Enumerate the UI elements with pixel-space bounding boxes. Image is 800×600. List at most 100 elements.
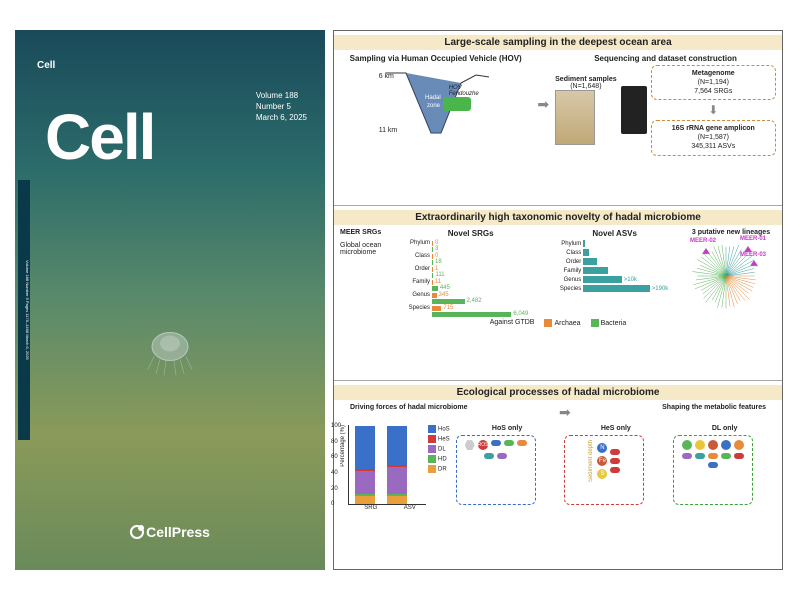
cover-jellyfish — [140, 322, 200, 387]
microbe-icon — [504, 440, 514, 446]
cover-date: March 6, 2025 — [256, 112, 307, 123]
meer02-label: MEER-02 — [690, 238, 716, 244]
ytick: 20 — [331, 486, 338, 492]
ytick: 60 — [331, 454, 338, 460]
hes-title: HeS only — [564, 425, 667, 432]
ytick: 80 — [331, 439, 338, 445]
cover-spine: Volume 188 Number 5 Pages 1175–1468 Marc… — [18, 180, 30, 440]
svg-text:zone: zone — [427, 103, 441, 109]
segment-HoS — [387, 426, 407, 465]
microbe-icon — [734, 453, 744, 459]
hov-vehicle — [443, 97, 471, 111]
svg-text:Hadal: Hadal — [425, 95, 441, 101]
segment-DR — [355, 496, 375, 504]
microbe-icon — [610, 458, 620, 464]
microbe-icon — [682, 453, 692, 459]
legend-left: MEER SRGs Global ocean microbiome — [340, 229, 392, 256]
stacked-bar-chart: 020406080100 — [348, 425, 426, 505]
journal-cover: Volume 188 Number 5 Pages 1175–1468 Marc… — [15, 30, 325, 570]
novel-asvs-title: Novel ASVs — [549, 229, 680, 238]
meta-n: (N=1,194) — [698, 79, 729, 86]
dl-dot — [708, 440, 718, 450]
asv-rank-row: Phylum — [549, 240, 680, 247]
microbe-icon — [610, 467, 620, 473]
meer03-label: MEER-03 — [740, 252, 766, 258]
amplicon-box: 16S rRNA gene amplicon (N=1,587) 345,311… — [651, 120, 776, 155]
hes-box: Sediment depth NFeS — [564, 435, 644, 505]
asv-rank-row: Family — [549, 267, 680, 274]
srg-rank-row: Genus345 2,482 — [398, 292, 543, 304]
ros-icon: ROS — [478, 440, 488, 450]
sequencer-icon — [621, 86, 647, 134]
graphical-abstract: Large-scale sampling in the deepest ocea… — [333, 30, 783, 570]
stack-srg — [355, 426, 375, 504]
microbe-icon — [610, 449, 620, 455]
microbe-icon — [695, 453, 705, 459]
section1-title: Large-scale sampling in the deepest ocea… — [334, 35, 782, 50]
global-ocean-label: Global ocean microbiome — [340, 242, 392, 256]
microbe-icon — [491, 440, 501, 446]
segment-DL — [387, 467, 407, 494]
legend-item-HD: HD — [428, 455, 450, 463]
phylo-tree: MEER-02 MEER-01 MEER-03 — [686, 236, 766, 316]
cover-publisher: CellPress — [15, 523, 325, 540]
amplicon-asvs: 345,311 ASVs — [691, 143, 735, 150]
dl-dot — [695, 440, 705, 450]
hexagon-icon — [465, 440, 475, 450]
trench-diagram: Hadal zone 6 km 11 km HOV Fendouzhe — [381, 65, 491, 145]
asv-rank-row: Order — [549, 258, 680, 265]
section-novelty: Extraordinarily high taxonomic novelty o… — [334, 206, 782, 381]
arrow-right-icon: ➡ — [537, 96, 549, 113]
cover-brand-small: Cell — [37, 60, 55, 71]
element-Fe: Fe — [597, 456, 607, 466]
sediment-cores-icon — [555, 90, 595, 145]
srg-rank-row: Order1 111 — [398, 266, 543, 278]
sequencing-subhead: Sequencing and dataset construction — [555, 54, 776, 63]
stack-asv — [387, 426, 407, 504]
srg-rank-row: Family11 445 — [398, 279, 543, 291]
depth-11km: 11 km — [379, 127, 398, 134]
microbe-icon — [708, 453, 718, 459]
against-gtdb: Against GTDB — [490, 319, 535, 326]
stack-legend: HoSHeSDLHDDR — [428, 425, 450, 473]
cellpress-icon — [130, 525, 144, 539]
dl-title: DL only — [673, 425, 776, 432]
microbe-icon — [484, 453, 494, 459]
meta-head: Metagenome — [692, 70, 735, 77]
xlabel: ASV — [404, 505, 416, 511]
shaping-label: Shaping the metabolic features — [662, 404, 766, 411]
asv-rank-row: Species>190k — [549, 285, 680, 292]
microbe-icon — [497, 453, 507, 459]
meer01-label: MEER-01 — [740, 236, 766, 242]
legend-archaea: Archaea — [544, 319, 580, 327]
element-N: N — [597, 443, 607, 453]
dl-dot — [734, 440, 744, 450]
section2-title: Extraordinarily high taxonomic novelty o… — [334, 210, 782, 225]
segment-HoS — [355, 426, 375, 469]
ytick: 100 — [331, 423, 341, 429]
legend-item-DR: DR — [428, 465, 450, 473]
xlabel: SRG — [364, 505, 377, 511]
driving-forces-label: Driving forces of hadal microbiome — [350, 404, 467, 411]
ytick: 0 — [331, 501, 334, 507]
element-S: S — [597, 469, 607, 479]
section-ecological: Ecological processes of hadal microbiome… — [334, 381, 782, 569]
arrow-right-icon-2: ➡ — [559, 404, 571, 421]
microbe-icon — [517, 440, 527, 446]
legend-bacteria: Bacteria — [591, 319, 627, 327]
legend-item-HeS: HeS — [428, 435, 450, 443]
legend-item-DL: DL — [428, 445, 450, 453]
cover-logo: Cell — [45, 100, 154, 174]
cover-issue-info: Volume 188 Number 5 March 6, 2025 — [256, 90, 307, 124]
dl-box — [673, 435, 753, 505]
sediment-head: Sediment samples — [555, 76, 616, 83]
new-lineages-title: 3 putative new lineages — [686, 229, 776, 236]
novel-asvs-chart: PhylumClassOrderFamilyGenus>10kSpecies>1… — [549, 240, 680, 292]
amplicon-head: 16S rRNA gene amplicon — [672, 125, 755, 132]
hos-box: ROS — [456, 435, 536, 505]
hov-name: HOV Fendouzhe — [449, 85, 491, 97]
cover-publisher-text: CellPress — [146, 524, 210, 540]
segment-DL — [355, 471, 375, 494]
srg-rank-row: Class0 18 — [398, 253, 543, 265]
y-axis-label: Percentage (%) — [340, 425, 346, 467]
